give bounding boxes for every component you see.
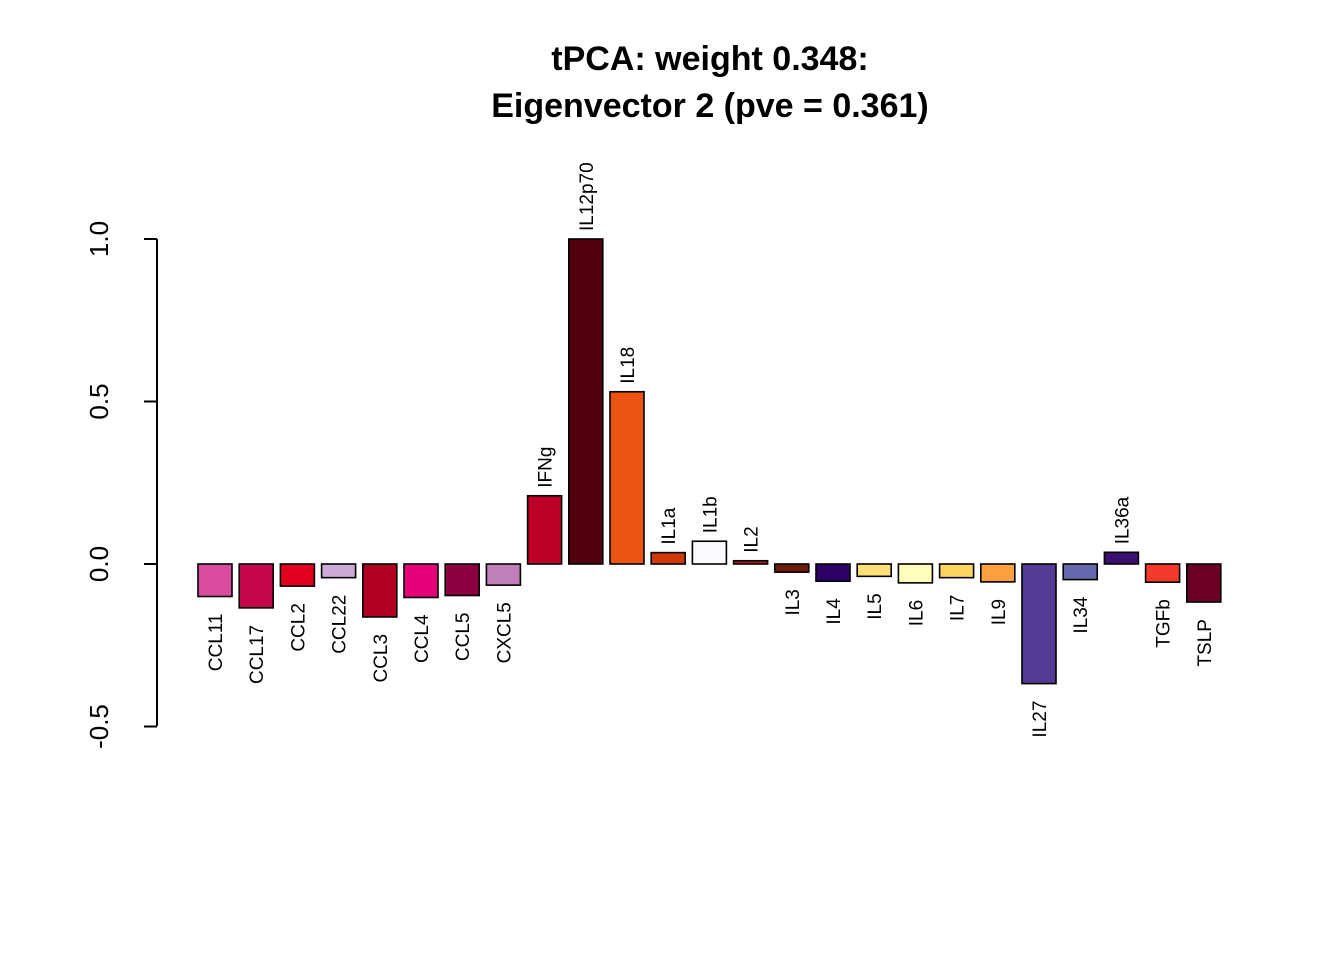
bar-label-tslp: TSLP xyxy=(1195,619,1216,667)
bar-ccl5 xyxy=(444,563,481,597)
bar-ccl4 xyxy=(403,563,439,599)
bar-il1b xyxy=(691,540,728,565)
bar-label-ccl11: CCL11 xyxy=(206,614,227,672)
chart-subtitle: Eigenvector 2 (pve = 0.361) xyxy=(491,87,928,125)
bar-label-il3: IL3 xyxy=(783,589,804,615)
bar-il3 xyxy=(773,563,810,573)
bar-il1a xyxy=(650,551,687,565)
bar-ccl22 xyxy=(320,563,357,579)
bar-label-ccl22: CCL22 xyxy=(330,595,351,654)
bar-il27 xyxy=(1021,563,1057,685)
bar-label-il1a: IL1a xyxy=(659,507,680,544)
bar-il18 xyxy=(609,390,645,565)
bar-ccl17 xyxy=(238,563,274,609)
bar-label-il36a: IL36a xyxy=(1112,496,1133,544)
y-tick-label: 0.5 xyxy=(84,383,114,419)
bar-label-il27: IL27 xyxy=(1030,701,1051,738)
bar-il12p70 xyxy=(567,238,604,565)
bar-label-ifng: IFNg xyxy=(536,447,557,488)
bar-il2 xyxy=(732,559,769,565)
bar-ifng xyxy=(526,494,563,565)
bar-label-il12p70: IL12p70 xyxy=(577,162,598,231)
bar-cxcl5 xyxy=(485,563,522,586)
bar-label-il34: IL34 xyxy=(1071,596,1092,633)
bar-ccl11 xyxy=(197,563,233,598)
bar-label-cxcl5: CXCL5 xyxy=(494,602,515,663)
y-tick-label: -0.5 xyxy=(84,704,114,749)
bar-il36a xyxy=(1103,551,1140,565)
bar-label-il9: IL9 xyxy=(989,599,1010,625)
bar-label-ccl17: CCL17 xyxy=(247,625,268,684)
bar-il9 xyxy=(979,563,1016,583)
bar-label-ccl3: CCL3 xyxy=(371,634,392,683)
y-axis-ticks: -0.5 0.0 0.5 1.0 xyxy=(84,221,157,749)
bar-il5 xyxy=(856,563,893,578)
bar-ccl2 xyxy=(279,563,316,587)
bar-label-il1b: IL1b xyxy=(700,496,721,533)
bar-ccl3 xyxy=(361,563,398,618)
bar-label-il5: IL5 xyxy=(865,593,886,619)
bar-il34 xyxy=(1062,563,1098,581)
bar-label-il7: IL7 xyxy=(948,595,969,621)
bar-tslp xyxy=(1186,563,1222,603)
bar-label-il18: IL18 xyxy=(618,347,639,384)
bar-label-il6: IL6 xyxy=(906,600,927,626)
bar-label-ccl4: CCL4 xyxy=(412,614,433,663)
bar-label-tgfb: TGFb xyxy=(1154,599,1175,648)
bar-il6 xyxy=(897,563,934,584)
bar-il7 xyxy=(938,563,975,579)
bar-il4 xyxy=(815,563,851,583)
bar-label-ccl2: CCL2 xyxy=(288,603,309,652)
bar-labels: CCL11 CCL17 CCL2 CCL22 CCL3 CCL4 CCL5 CXCL5 IFNg… xyxy=(206,162,1216,737)
bar-label-il4: IL4 xyxy=(824,598,845,625)
bars xyxy=(197,238,1222,685)
y-tick-label: 0.0 xyxy=(84,546,114,582)
bar-label-il2: IL2 xyxy=(742,526,763,552)
y-tick-label: 1.0 xyxy=(84,221,114,257)
bar-tgfb xyxy=(1144,563,1181,584)
chart-title: tPCA: weight 0.348: xyxy=(551,40,868,78)
bar-label-ccl5: CCL5 xyxy=(453,613,474,662)
